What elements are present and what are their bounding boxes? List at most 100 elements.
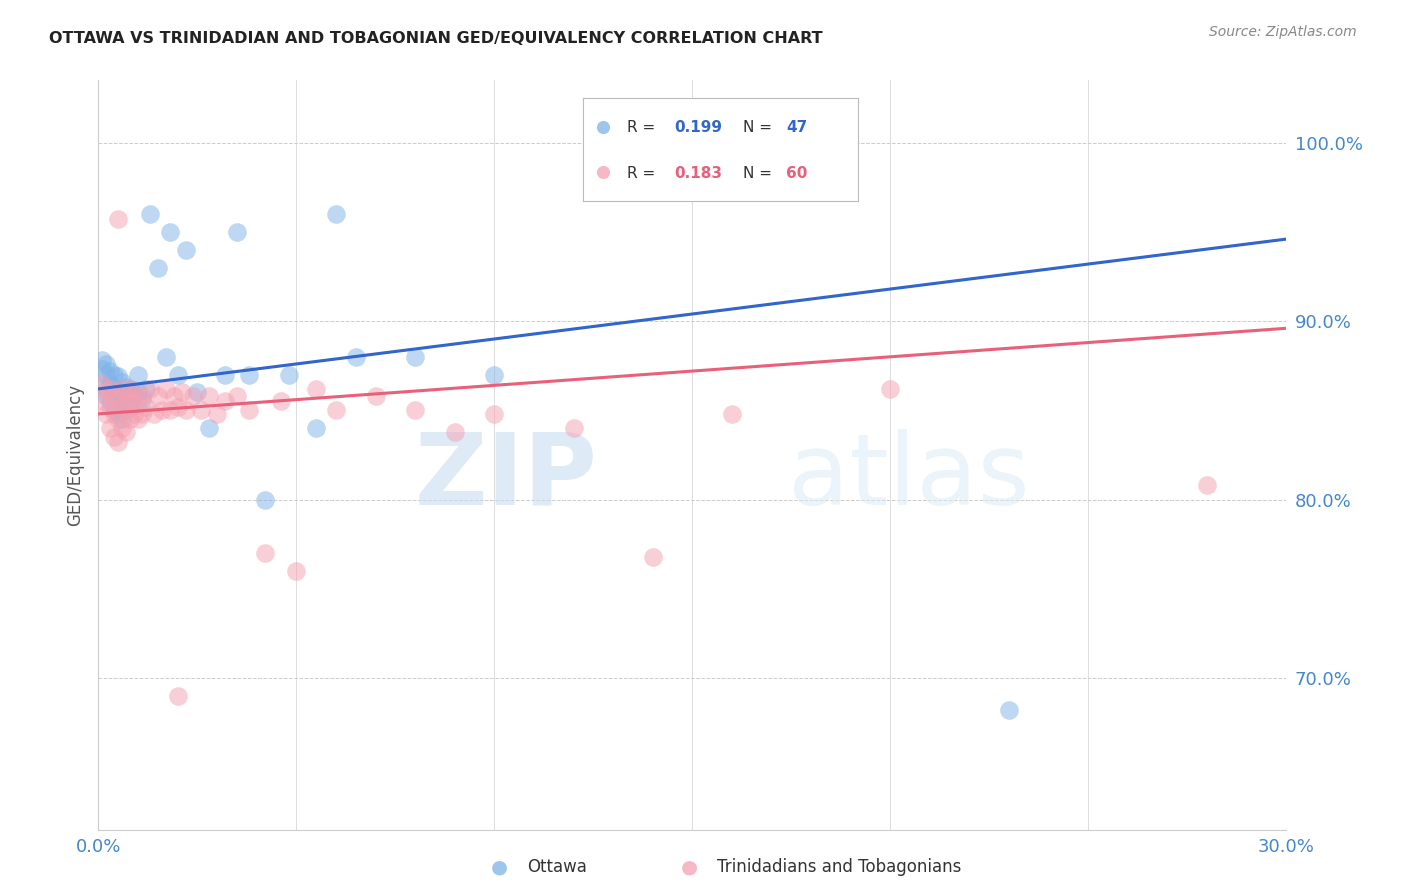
Point <box>120 412 142 426</box>
Point <box>91 380 114 394</box>
Point <box>998 703 1021 717</box>
Point <box>103 430 125 444</box>
Point <box>404 403 426 417</box>
Point <box>98 400 121 414</box>
Point <box>107 392 129 407</box>
Point <box>174 403 197 417</box>
Point <box>96 385 118 400</box>
Point <box>226 389 249 403</box>
Point <box>122 389 145 403</box>
Point <box>103 368 125 382</box>
Text: ●: ● <box>491 857 508 877</box>
Point <box>135 382 157 396</box>
Point <box>111 421 134 435</box>
Text: 0.199: 0.199 <box>673 120 721 136</box>
Point <box>96 357 118 371</box>
Point <box>122 407 145 421</box>
Point <box>155 350 177 364</box>
Point <box>91 362 114 376</box>
Point <box>159 403 181 417</box>
Point <box>103 389 125 403</box>
Point <box>115 380 138 394</box>
Point <box>98 364 121 378</box>
Point <box>107 385 129 400</box>
Point <box>214 394 236 409</box>
Point <box>91 376 114 391</box>
Point <box>107 407 129 421</box>
Point <box>115 394 138 409</box>
Point <box>120 382 142 396</box>
Point <box>115 385 138 400</box>
Point <box>404 350 426 364</box>
Point <box>103 382 125 396</box>
Point <box>111 375 134 389</box>
Point <box>96 407 118 421</box>
Point <box>127 368 149 382</box>
Point <box>120 400 142 414</box>
Point <box>103 407 125 421</box>
Point <box>166 689 188 703</box>
Point <box>270 394 292 409</box>
Point <box>146 260 169 275</box>
Text: 60: 60 <box>786 166 808 180</box>
Point <box>166 400 188 414</box>
Point <box>139 382 162 396</box>
Point <box>150 403 173 417</box>
Text: R =: R = <box>627 120 655 136</box>
Text: N =: N = <box>742 120 772 136</box>
Point <box>111 389 134 403</box>
Point <box>183 389 205 403</box>
Point <box>1197 478 1219 492</box>
Text: OTTAWA VS TRINIDADIAN AND TOBAGONIAN GED/EQUIVALENCY CORRELATION CHART: OTTAWA VS TRINIDADIAN AND TOBAGONIAN GED… <box>49 31 823 46</box>
Point <box>641 549 664 564</box>
Point <box>103 403 125 417</box>
Point <box>146 389 169 403</box>
Point <box>205 407 228 421</box>
Text: Trinidadians and Tobagonians: Trinidadians and Tobagonians <box>717 858 962 876</box>
Point <box>127 394 149 409</box>
Point <box>170 385 193 400</box>
Point <box>96 368 118 382</box>
Point <box>131 407 153 421</box>
Text: 47: 47 <box>786 120 807 136</box>
Point <box>159 225 181 239</box>
Point <box>277 368 299 382</box>
Point <box>91 394 114 409</box>
Text: ZIP: ZIP <box>415 429 598 526</box>
Point <box>107 412 129 426</box>
Point <box>96 389 118 403</box>
Point <box>166 368 188 382</box>
Point <box>198 421 221 435</box>
Text: R =: R = <box>627 166 655 180</box>
Point <box>131 392 153 407</box>
Point <box>115 403 138 417</box>
Point <box>91 353 114 368</box>
Point <box>174 243 197 257</box>
Point <box>253 546 276 560</box>
Point <box>344 350 367 364</box>
Point <box>325 403 347 417</box>
Point <box>111 412 134 426</box>
Point <box>190 403 212 417</box>
Text: ●: ● <box>681 857 697 877</box>
Point <box>127 412 149 426</box>
Point <box>879 382 901 396</box>
Text: atlas: atlas <box>787 429 1029 526</box>
Point <box>139 207 162 221</box>
Point <box>155 382 177 396</box>
Point <box>364 389 387 403</box>
Point <box>305 421 328 435</box>
Point <box>98 421 121 435</box>
Point <box>186 385 208 400</box>
Point <box>592 120 614 134</box>
Point <box>111 382 134 396</box>
Point <box>741 153 763 168</box>
Text: 0.183: 0.183 <box>673 166 721 180</box>
Point <box>120 382 142 396</box>
Point <box>107 369 129 384</box>
Point <box>238 368 260 382</box>
Point <box>214 368 236 382</box>
Point <box>111 400 134 414</box>
Point <box>120 394 142 409</box>
Point <box>285 564 308 578</box>
